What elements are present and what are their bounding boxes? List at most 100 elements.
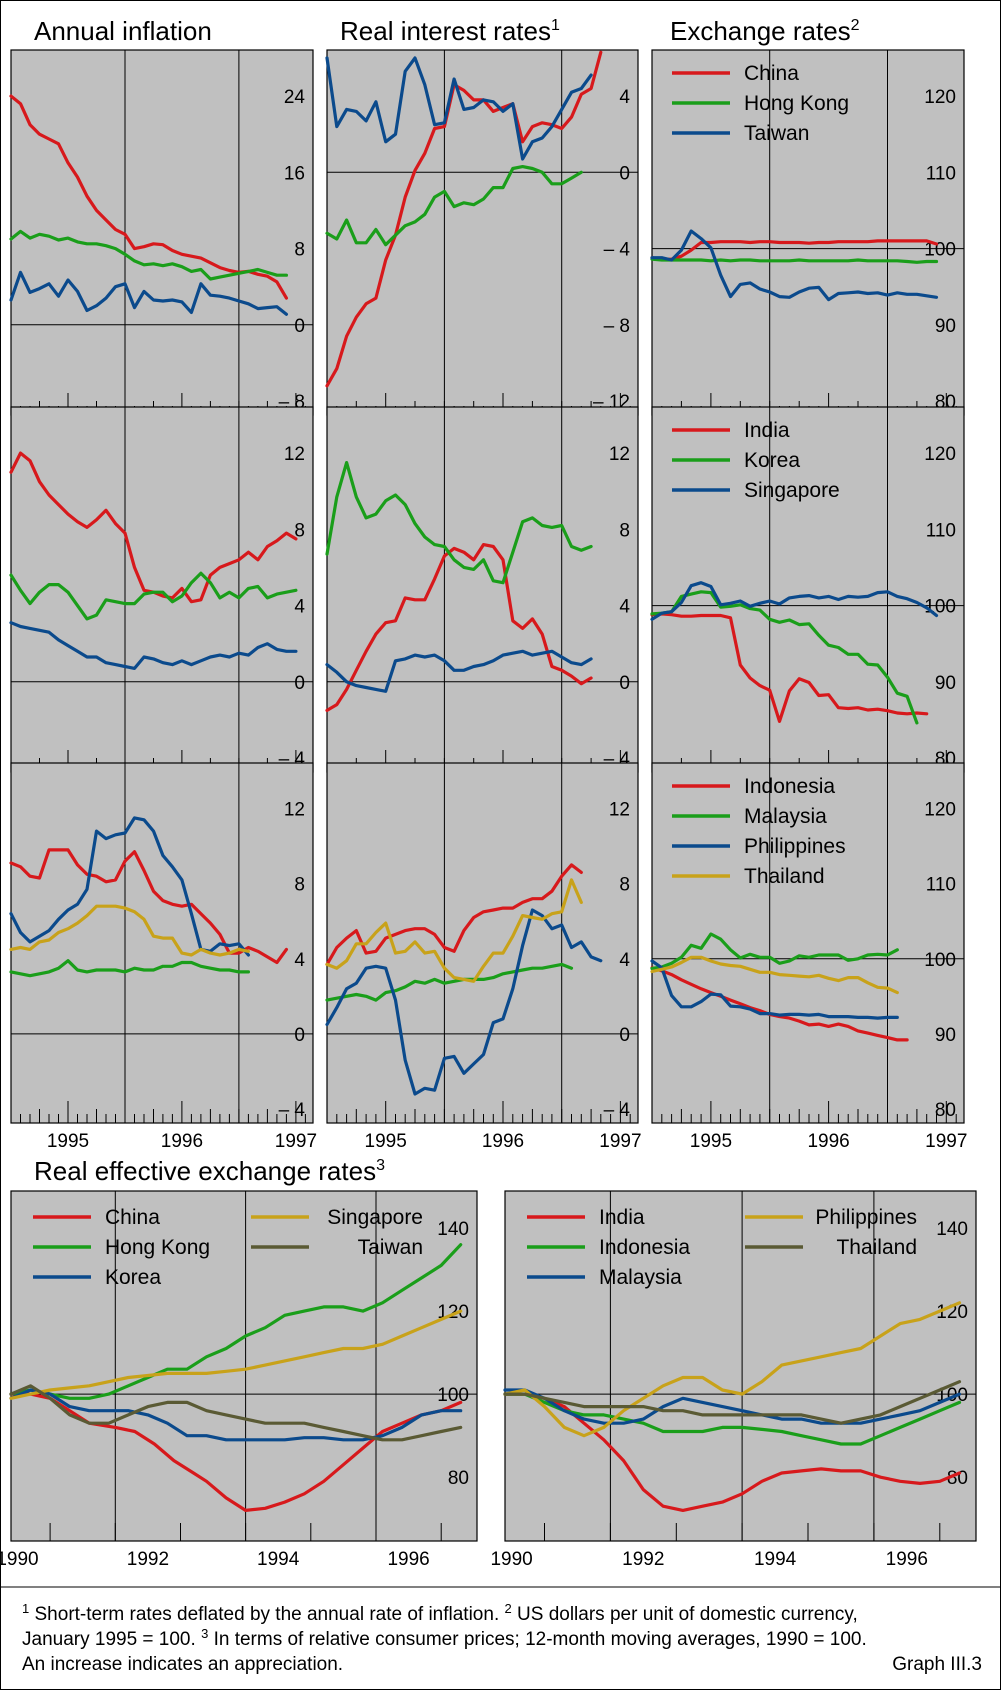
x-tick-label: 1997 — [275, 1131, 317, 1152]
y-tick-label: 110 — [926, 520, 956, 541]
y-tick-label: 140 — [936, 1219, 968, 1240]
series-line-china — [650, 239, 939, 261]
legend-label-china: China — [744, 62, 799, 85]
series-line-singapore — [9, 621, 298, 671]
plot-area — [10, 1190, 478, 1542]
panel-china-hk-taiwan-real-rates: – 12– 8– 404 — [325, 49, 639, 416]
y-tick-label: 0 — [619, 1025, 630, 1046]
legend-label-philippines: Philippines — [744, 835, 846, 858]
series-line-taiwan — [9, 1384, 463, 1442]
series-line-indonesia — [9, 848, 288, 965]
legend-label-thailand: Thailand — [744, 865, 825, 888]
legend-label-indonesia: Indonesia — [744, 775, 835, 798]
series-line-hong-kong — [325, 165, 583, 247]
x-tick-label: 1996 — [886, 1549, 928, 1570]
series-line-hong-kong — [9, 229, 288, 281]
legend-label-hong-kong: Hong Kong — [744, 92, 849, 115]
y-tick-label: 8 — [294, 240, 305, 261]
y-tick-label: 120 — [924, 87, 956, 108]
series-line-singapore — [650, 581, 939, 621]
x-tick-label: 1996 — [387, 1549, 429, 1570]
x-tick-label: 1996 — [161, 1131, 203, 1152]
y-tick-label: 0 — [294, 316, 305, 337]
y-tick-label: 4 — [294, 950, 305, 971]
legend-label-singapore: Singapore — [327, 1206, 423, 1229]
series-line-thailand — [9, 904, 250, 957]
y-tick-label: 120 — [936, 1302, 968, 1323]
series-line-thailand — [325, 878, 583, 983]
y-tick-label: 140 — [437, 1219, 469, 1240]
heading-exchange-rates: Exchange rates2 — [670, 16, 860, 46]
legend-label-india: India — [599, 1206, 645, 1229]
x-tick-label: 1994 — [754, 1549, 797, 1570]
x-tick-label: 1996 — [807, 1131, 849, 1152]
plot-area — [651, 49, 965, 416]
series-line-indonesia — [503, 1392, 962, 1446]
x-tick-label: 1996 — [482, 1131, 524, 1152]
x-tick-label: 1995 — [365, 1131, 407, 1152]
series-line-korea — [9, 1388, 463, 1442]
y-tick-label: 100 — [924, 950, 956, 971]
series-line-korea — [9, 571, 298, 621]
y-tick-label: 0 — [619, 163, 630, 184]
y-tick-label: 110 — [926, 875, 956, 896]
y-tick-label: – 4 — [604, 1100, 631, 1121]
series-line-malaysia — [325, 962, 574, 1002]
series-line-philippines — [650, 959, 899, 1020]
legend-label-indonesia: Indonesia — [599, 1236, 690, 1259]
series-line-thailand — [503, 1380, 962, 1425]
y-tick-label: 120 — [924, 800, 956, 821]
y-tick-label: 12 — [609, 444, 630, 465]
y-tick-label: 12 — [284, 800, 305, 821]
y-tick-label: 4 — [619, 950, 630, 971]
series-line-india — [503, 1392, 962, 1513]
plot-area — [10, 406, 314, 773]
x-tick-label: 1994 — [257, 1549, 300, 1570]
y-tick-label: – 8 — [604, 316, 630, 337]
y-tick-label: 90 — [935, 1025, 956, 1046]
legend-label-hong-kong: Hong Kong — [105, 1236, 210, 1259]
y-tick-label: 16 — [284, 163, 305, 184]
x-tick-label: 1997 — [925, 1131, 967, 1152]
heading-annual-inflation: Annual inflation — [34, 16, 212, 46]
y-tick-label: 0 — [619, 673, 630, 694]
y-tick-label: – 4 — [279, 1100, 306, 1121]
legend-label-taiwan: Taiwan — [744, 122, 809, 145]
legend-label-korea: Korea — [105, 1266, 161, 1289]
series-line-taiwan — [650, 229, 939, 302]
series-line-malaysia — [503, 1388, 962, 1425]
legend-label-thailand: Thailand — [836, 1236, 917, 1259]
plot-area — [10, 49, 314, 416]
footnote-line-1: 1 Short-term rates deflated by the annua… — [22, 1601, 858, 1625]
series-line-singapore — [9, 1309, 463, 1400]
y-tick-label: 12 — [284, 444, 305, 465]
x-tick-label: 1992 — [622, 1549, 664, 1570]
legend-label-philippines: Philippines — [815, 1206, 917, 1229]
y-tick-label: 0 — [294, 673, 305, 694]
y-tick-label: 24 — [284, 87, 306, 108]
plot-area — [504, 1190, 977, 1542]
footnote-line-2: January 1995 = 100. 3 In terms of relati… — [22, 1626, 867, 1650]
x-tick-label: 1992 — [127, 1549, 169, 1570]
y-tick-label: 4 — [619, 87, 630, 108]
y-tick-label: 100 — [924, 240, 956, 261]
y-tick-label: 80 — [448, 1468, 469, 1489]
graph-id: Graph III.3 — [892, 1654, 982, 1675]
series-line-philippines — [503, 1301, 962, 1438]
legend-label-malaysia: Malaysia — [599, 1266, 682, 1289]
series-line-taiwan — [325, 56, 593, 161]
series-line-hong-kong — [9, 1243, 463, 1400]
heading-real-interest-rates: Real interest rates1 — [340, 16, 560, 46]
y-tick-label: 90 — [935, 673, 956, 694]
y-tick-label: 4 — [619, 597, 630, 618]
series-line-hong-kong — [650, 257, 939, 264]
panel-asean-exchange-rates: 80 90 100 110 120 1995 1996 1997 Indonesia Malays… — [650, 762, 967, 1152]
series-line-taiwan — [9, 270, 288, 316]
